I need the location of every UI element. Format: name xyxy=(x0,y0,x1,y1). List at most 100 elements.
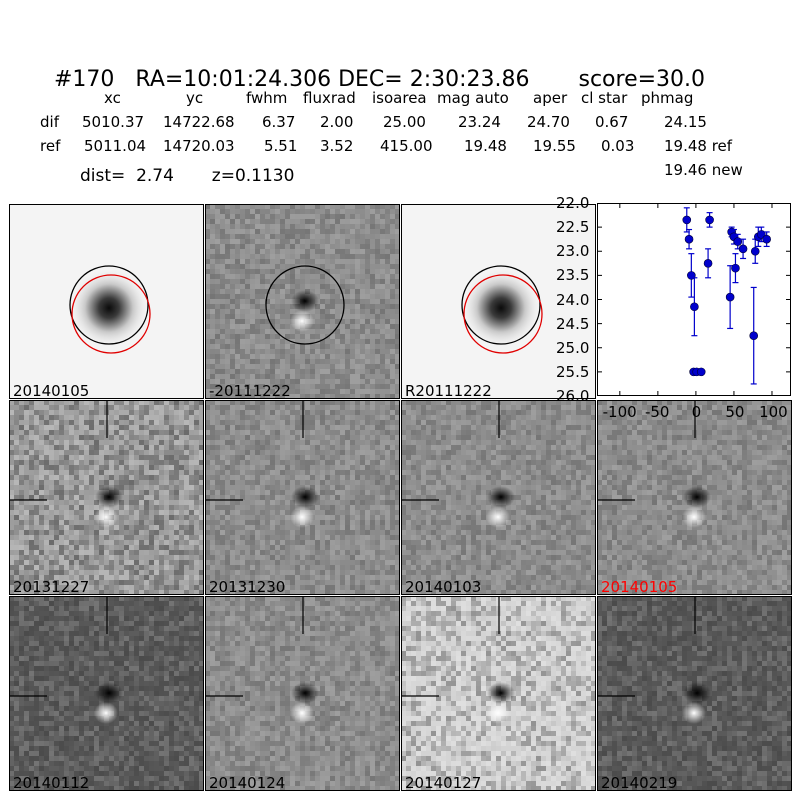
ref-yc: 14720.03 xyxy=(163,137,235,155)
cutout-date-label: 20140112 xyxy=(13,774,90,791)
y-tick-label: 23.0 xyxy=(556,242,590,261)
x-tick-label: 0 xyxy=(691,403,702,421)
cutout-image xyxy=(401,596,596,791)
col-header-isoarea: isoarea xyxy=(372,89,427,107)
ref-fluxrad: 3.52 xyxy=(320,137,354,155)
y-tick-label: 23.5 xyxy=(556,266,590,285)
col-header-phmag: phmag xyxy=(641,89,694,107)
dif-mag-auto: 23.24 xyxy=(458,113,501,131)
data-point xyxy=(725,292,735,302)
cutout-image xyxy=(401,204,596,399)
redshift-value: z=0.1130 xyxy=(211,166,295,186)
col-header-fwhm: fwhm xyxy=(246,89,288,107)
cutout-date-label: -20111222 xyxy=(209,382,291,399)
cutout-date-label: 20140124 xyxy=(209,774,286,791)
candidate-id: #170 xyxy=(54,67,115,92)
x-tick-label: 100 xyxy=(759,403,788,421)
cutout-panel: 20140105 xyxy=(597,400,792,595)
dif-isoarea: 25.00 xyxy=(383,113,426,131)
data-point xyxy=(731,263,740,273)
dif-xc: 5010.37 xyxy=(82,113,145,131)
cutout-image xyxy=(597,400,792,595)
light-curve-svg xyxy=(597,202,791,397)
cutout-image xyxy=(205,596,400,791)
ref-isoarea: 415.00 xyxy=(380,137,433,155)
y-tick-label: 24.0 xyxy=(556,290,590,309)
cutout-image xyxy=(9,400,204,595)
x-tick-label: -50 xyxy=(644,403,670,421)
data-point xyxy=(738,244,748,254)
dif-fwhm: 6.37 xyxy=(262,113,296,131)
row-label-dif: dif xyxy=(40,113,59,131)
cutout-panel: 20140124 xyxy=(205,596,400,791)
cutout-image xyxy=(9,204,204,399)
y-tick-label: 22.0 xyxy=(556,194,590,212)
cutout-image xyxy=(9,596,204,791)
data-point xyxy=(690,302,699,312)
ref-mag-auto: 19.48 xyxy=(464,137,507,155)
col-header-yc: yc xyxy=(186,89,204,107)
dist-value: dist= 2.74 xyxy=(80,166,174,186)
cutout-date-label: 20131230 xyxy=(209,578,286,595)
col-header-mag-auto: mag auto xyxy=(437,89,509,107)
x-tick-label: 50 xyxy=(725,403,745,421)
dif-fluxrad: 2.00 xyxy=(320,113,354,131)
data-point xyxy=(705,215,714,225)
col-header-cl-star: cl star xyxy=(581,89,628,107)
dist-z-line: dist= 2.74 z=0.1130 xyxy=(80,166,294,186)
y-tick-label: 26.0 xyxy=(556,387,590,405)
y-tick-label: 24.5 xyxy=(556,314,590,333)
ra-value: RA=10:01:24.306 xyxy=(135,67,332,92)
score-value: score=30.0 xyxy=(578,67,706,92)
cutout-panel: 20140112 xyxy=(9,596,204,791)
cutout-panel: R20111222 xyxy=(401,204,596,399)
phmag-new: 19.46 new xyxy=(664,161,743,179)
cutout-panel: 20140127 xyxy=(401,596,596,791)
ref-fwhm: 5.51 xyxy=(264,137,298,155)
col-header-xc: xc xyxy=(104,89,121,107)
ref-xc: 5011.04 xyxy=(84,137,147,155)
data-point xyxy=(750,246,760,256)
data-point xyxy=(762,234,771,244)
light-curve-plot xyxy=(597,202,791,397)
ref-phmag: 19.48 ref xyxy=(664,137,733,155)
cutout-panel: 20131227 xyxy=(9,400,204,595)
dif-cl-star: 0.67 xyxy=(595,113,629,131)
cutout-image xyxy=(401,400,596,595)
cutout-panel: 20131230 xyxy=(205,400,400,595)
cutout-image xyxy=(597,596,792,791)
row-label-ref: ref xyxy=(40,137,61,155)
cutout-panel: 20140103 xyxy=(401,400,596,595)
cutout-image xyxy=(205,400,400,595)
cutout-date-label: 20140127 xyxy=(405,774,482,791)
cutout-panel: 20140219 xyxy=(597,596,792,791)
cutout-date-label: 20140105 xyxy=(601,578,678,595)
cutout-date-label: 20140103 xyxy=(405,578,482,595)
dif-yc: 14722.68 xyxy=(163,113,235,131)
dif-phmag: 24.15 xyxy=(664,113,707,131)
dec-value: DEC= 2:30:23.86 xyxy=(338,67,530,92)
x-tick-label: -100 xyxy=(602,403,637,421)
col-header-fluxrad: fluxrad xyxy=(303,89,356,107)
cutout-image xyxy=(205,204,400,399)
ref-cl-star: 0.03 xyxy=(601,137,635,155)
ref-aper: 19.55 xyxy=(533,137,576,155)
data-point xyxy=(682,215,692,225)
y-tick-label: 25.0 xyxy=(556,338,590,357)
candidate-title: #170 RA=10:01:24.306 DEC= 2:30:23.86 sco… xyxy=(40,42,705,92)
col-header-aper: aper xyxy=(533,89,568,107)
data-point xyxy=(684,234,694,244)
data-point xyxy=(733,237,743,246)
data-point xyxy=(749,331,759,340)
cutout-date-label: R20111222 xyxy=(405,382,492,399)
data-point xyxy=(696,367,706,377)
data-point xyxy=(703,259,713,268)
cutout-date-label: 20131227 xyxy=(13,578,90,595)
y-tick-label: 25.5 xyxy=(556,362,590,381)
cutout-date-label: 20140105 xyxy=(13,382,90,399)
cutout-panel: -20111222 xyxy=(205,204,400,399)
data-point xyxy=(757,230,766,239)
y-tick-label: 22.5 xyxy=(556,218,590,237)
cutout-panel: 20140105 xyxy=(9,204,204,399)
cutout-date-label: 20140219 xyxy=(601,774,678,791)
